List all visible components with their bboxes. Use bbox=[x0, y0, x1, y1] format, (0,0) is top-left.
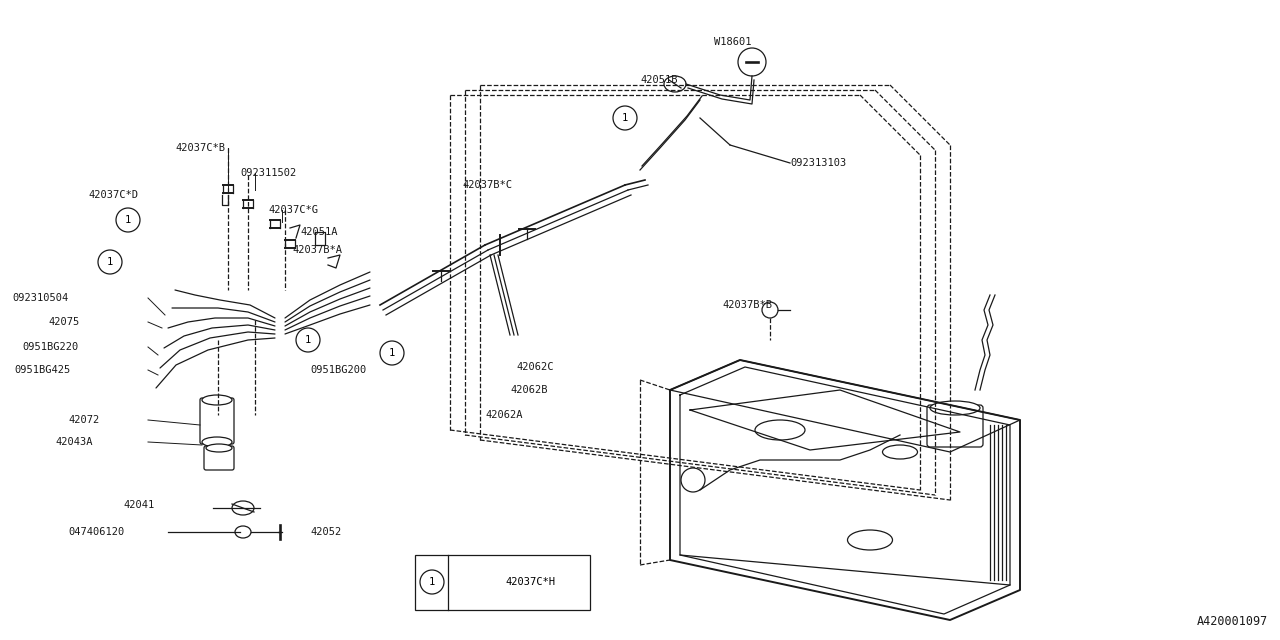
Text: 42075: 42075 bbox=[49, 317, 79, 327]
Text: 42062C: 42062C bbox=[516, 362, 553, 372]
Text: 0951BG200: 0951BG200 bbox=[310, 365, 366, 375]
Text: 1: 1 bbox=[125, 215, 131, 225]
Text: W18601: W18601 bbox=[714, 37, 751, 47]
Text: 42051B: 42051B bbox=[640, 75, 677, 85]
Ellipse shape bbox=[202, 437, 232, 447]
Text: 42041: 42041 bbox=[123, 500, 155, 510]
Text: 42037C*D: 42037C*D bbox=[88, 190, 138, 200]
Text: 1: 1 bbox=[622, 113, 628, 123]
Text: 42037C*H: 42037C*H bbox=[506, 577, 556, 587]
Text: 42072: 42072 bbox=[68, 415, 100, 425]
Text: 047406120: 047406120 bbox=[68, 527, 124, 537]
Text: 42043A: 42043A bbox=[55, 437, 92, 447]
Text: 1: 1 bbox=[429, 577, 435, 587]
Ellipse shape bbox=[206, 444, 232, 452]
Text: 42037B*A: 42037B*A bbox=[292, 245, 342, 255]
Text: 1: 1 bbox=[106, 257, 113, 267]
Text: 0951BG220: 0951BG220 bbox=[22, 342, 78, 352]
Text: 0951BG425: 0951BG425 bbox=[14, 365, 70, 375]
Text: 1: 1 bbox=[389, 348, 396, 358]
Ellipse shape bbox=[202, 395, 232, 405]
Text: 42037B*B: 42037B*B bbox=[722, 300, 772, 310]
Text: 092313103: 092313103 bbox=[790, 158, 846, 168]
Text: 42062B: 42062B bbox=[509, 385, 548, 395]
Text: 42037B*C: 42037B*C bbox=[462, 180, 512, 190]
Text: 1: 1 bbox=[305, 335, 311, 345]
Ellipse shape bbox=[931, 401, 980, 415]
FancyBboxPatch shape bbox=[200, 398, 234, 444]
Text: 42037C*B: 42037C*B bbox=[175, 143, 225, 153]
FancyBboxPatch shape bbox=[927, 405, 983, 447]
Text: 42062A: 42062A bbox=[485, 410, 522, 420]
Text: 42037C*G: 42037C*G bbox=[268, 205, 317, 215]
Bar bbox=[415, 555, 590, 610]
Text: 092311502: 092311502 bbox=[241, 168, 296, 178]
Text: 092310504: 092310504 bbox=[12, 293, 68, 303]
Text: A420001097: A420001097 bbox=[1197, 615, 1268, 628]
FancyBboxPatch shape bbox=[204, 446, 234, 470]
Text: 42052: 42052 bbox=[310, 527, 342, 537]
Text: 42051A: 42051A bbox=[300, 227, 338, 237]
